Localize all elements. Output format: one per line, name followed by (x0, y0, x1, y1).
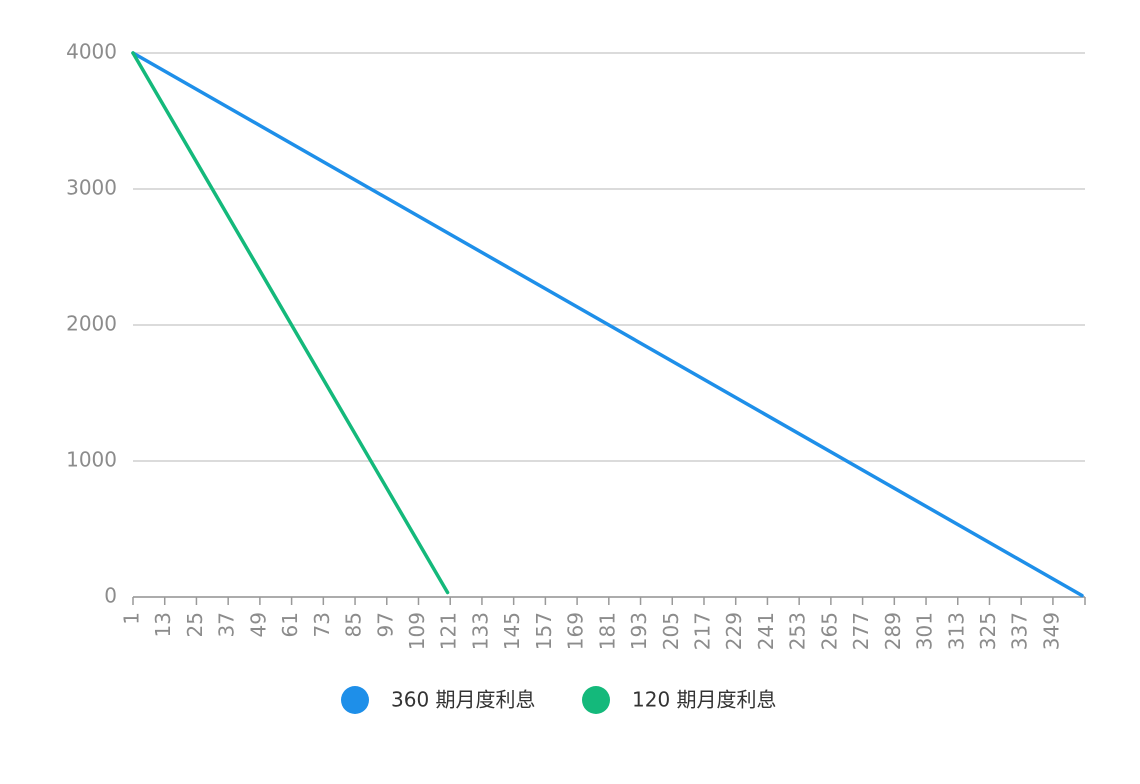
line (131, 51, 450, 595)
x-tick-label: 193 (627, 612, 651, 650)
legend-text: 120 期月度利息 (632, 688, 777, 712)
x-tick-label: 181 (595, 612, 619, 650)
y-tick-label: 3000 (66, 176, 117, 200)
x-tick-label: 277 (849, 612, 873, 650)
x-tick-label: 25 (183, 612, 207, 637)
x-tick-label: 85 (342, 612, 366, 637)
line (131, 51, 1084, 598)
x-tick-label: 289 (881, 612, 905, 650)
x-tick-label: 217 (690, 612, 714, 650)
x-tick-label: 121 (437, 612, 461, 650)
x-tick-label: 133 (468, 612, 492, 650)
x-tick-label: 253 (786, 612, 810, 650)
y-tick-label: 1000 (66, 448, 117, 472)
x-tick-label: 349 (1039, 612, 1063, 650)
x-tick-label: 169 (564, 612, 588, 650)
x-tick-label: 229 (722, 612, 746, 650)
x-tick-label: 265 (817, 612, 841, 650)
y-tick-label: 0 (104, 584, 117, 608)
x-tick-label: 49 (246, 612, 270, 637)
x-tick-label: 1 (120, 612, 144, 625)
legend-marker (341, 686, 369, 714)
x-tick-label: 313 (944, 612, 968, 650)
x-tick-label: 145 (500, 612, 524, 650)
x-tick-label: 157 (532, 612, 556, 650)
x-tick-label: 109 (405, 612, 429, 650)
x-tick-label: 325 (976, 612, 1000, 650)
y-tick-label: 4000 (66, 40, 117, 64)
x-tick-label: 37 (215, 612, 239, 637)
legend-marker (582, 686, 610, 714)
x-tick-label: 13 (151, 612, 175, 637)
x-tick-label: 337 (1008, 612, 1032, 650)
legend-text: 360 期月度利息 (391, 688, 536, 712)
y-tick-label: 2000 (66, 312, 117, 336)
x-tick-label: 61 (278, 612, 302, 637)
x-tick-label: 205 (659, 612, 683, 650)
x-tick-label: 301 (913, 612, 937, 650)
x-tick-label: 73 (310, 612, 334, 637)
x-tick-label: 241 (754, 612, 778, 650)
x-tick-label: 97 (373, 612, 397, 637)
